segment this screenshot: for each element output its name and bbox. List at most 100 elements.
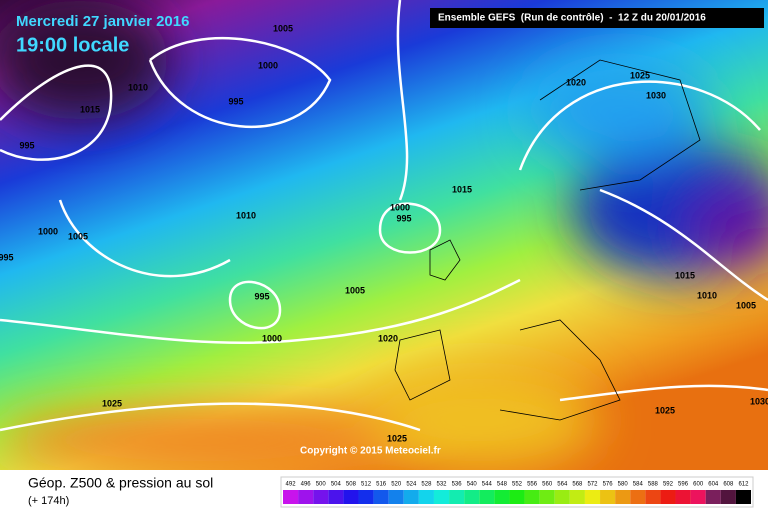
isobar-label: 1010 [236, 210, 256, 220]
scale-label: 584 [633, 482, 644, 488]
isobar-label: 1015 [80, 104, 100, 114]
scale-label: 576 [603, 482, 614, 488]
scale-label: 496 [301, 482, 312, 488]
scale-swatch [479, 490, 495, 504]
isobar-label: 1025 [630, 70, 650, 80]
scale-swatch [494, 490, 510, 504]
scale-label: 524 [406, 482, 417, 488]
scale-label: 600 [693, 482, 704, 488]
scale-label: 564 [557, 482, 568, 488]
isobar-label: 1000 [390, 202, 410, 212]
scale-swatch [373, 490, 389, 504]
scale-label: 504 [331, 482, 342, 488]
scale-label: 512 [361, 482, 372, 488]
scale-swatch [524, 490, 540, 504]
isobar-label: 995 [0, 252, 14, 262]
scale-swatch [615, 490, 631, 504]
scale-swatch [720, 490, 736, 504]
time-label: 19:00 locale [16, 34, 129, 56]
scale-swatch [645, 490, 661, 504]
scale-swatch [433, 490, 450, 504]
isobar-label: 1005 [273, 23, 293, 33]
scale-label: 556 [527, 482, 538, 488]
isobar-label: 1010 [697, 290, 717, 300]
coastlines [394, 59, 701, 421]
isobar-label: 1000 [262, 333, 282, 343]
footer-lead: (+ 174h) [28, 495, 69, 507]
run-label: Ensemble GEFS (Run de contrôle) - 12 Z d… [438, 13, 706, 24]
scale-swatch [675, 490, 691, 504]
isobar-label: 1005 [345, 285, 365, 295]
copyright: Copyright © 2015 Meteociel.fr [300, 446, 441, 457]
scale-label: 500 [316, 482, 327, 488]
isobars [0, 0, 768, 430]
scale-label: 540 [467, 482, 478, 488]
scale-label: 492 [286, 482, 297, 488]
scale-label: 520 [391, 482, 402, 488]
isobar-label: 1030 [646, 90, 666, 100]
scale-swatch [358, 490, 374, 504]
isobar-label: 995 [254, 291, 269, 301]
scale-label: 544 [482, 482, 493, 488]
isobar-label: 995 [228, 96, 243, 106]
scale-swatch [418, 490, 434, 504]
scale-swatch [403, 490, 419, 504]
scale-swatch [313, 490, 329, 504]
scale-label: 508 [346, 482, 357, 488]
scale-label: 536 [452, 482, 463, 488]
scale-label: 588 [648, 482, 659, 488]
scale-label: 548 [497, 482, 508, 488]
scale-swatch [630, 490, 646, 504]
scale-swatch [464, 490, 480, 504]
scale-label: 532 [437, 482, 448, 488]
scale-swatch [539, 490, 555, 504]
isobar-label: 1005 [736, 300, 756, 310]
scale-label: 572 [587, 482, 598, 488]
isobar-label: 995 [19, 140, 34, 150]
scale-label: 560 [542, 482, 553, 488]
scale-swatch [449, 490, 465, 504]
date-label: Mercredi 27 janvier 2016 [16, 13, 189, 30]
isobar-label: 1025 [655, 405, 675, 415]
scale-label: 596 [678, 482, 689, 488]
isobar-label: 1015 [452, 184, 472, 194]
scale-swatch [328, 490, 344, 504]
scale-label: 528 [421, 482, 432, 488]
run-box [430, 8, 764, 28]
isobar-label: 1010 [128, 82, 148, 92]
isobar-label: 1020 [566, 77, 586, 87]
isobar-label: 1000 [38, 226, 58, 236]
scale-swatch [554, 490, 570, 504]
scale-swatch [388, 490, 404, 504]
scale-label: 580 [618, 482, 629, 488]
scale-label: 608 [723, 482, 734, 488]
scale-swatch [690, 490, 706, 504]
scale-swatch [283, 490, 299, 504]
scale-swatch [705, 490, 721, 504]
scale-label: 516 [376, 482, 387, 488]
footer-title: Géop. Z500 & pression au sol [28, 475, 213, 491]
isobar-label: 1025 [387, 433, 407, 443]
isobar-label: 1015 [675, 270, 695, 280]
scale-swatch [600, 490, 616, 504]
isobar-label: 995 [396, 213, 411, 223]
scale-label: 604 [708, 482, 719, 488]
isobar-label: 1000 [258, 60, 278, 70]
scale-swatch [735, 490, 751, 504]
scale-label: 568 [572, 482, 583, 488]
scale-label: 592 [663, 482, 674, 488]
isobar-label: 1030 [750, 396, 768, 406]
scale-label: 612 [738, 482, 749, 488]
scale-swatch [569, 490, 585, 504]
isobar-label: 1025 [102, 398, 122, 408]
scale-swatch [660, 490, 676, 504]
scale-swatch [509, 490, 525, 504]
isobar-label: 1005 [68, 231, 88, 241]
scale-swatch [298, 490, 314, 504]
scale-swatch [343, 490, 359, 504]
scale-swatch [584, 490, 601, 504]
scale-label: 552 [512, 482, 523, 488]
isobar-label: 1020 [378, 333, 398, 343]
